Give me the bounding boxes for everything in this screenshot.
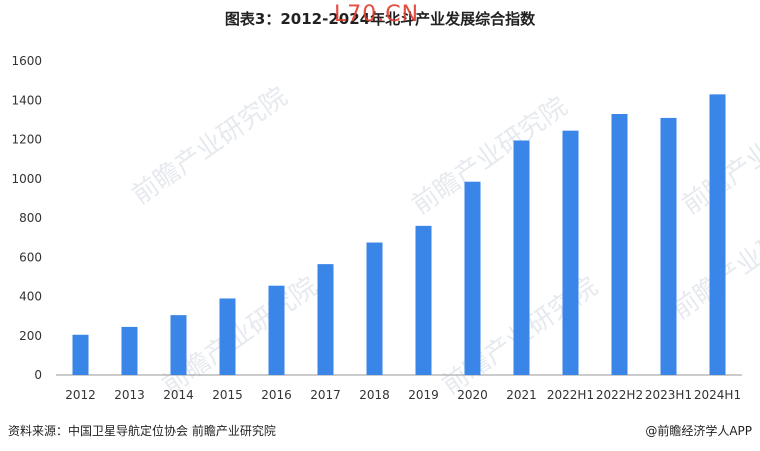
y-tick-label: 600 (19, 250, 42, 264)
y-axis: 0 200 400 600 800 1000 1200 1400 1600 (11, 54, 42, 382)
x-tick-label: 2013 (114, 388, 145, 402)
y-tick-label: 200 (19, 329, 42, 343)
bar-2017 (317, 264, 334, 375)
y-tick-label: 400 (19, 290, 42, 304)
x-tick-label: 2012 (65, 388, 96, 402)
bar-2018 (366, 242, 383, 375)
watermark-text: 前瞻产业研究院 (407, 92, 573, 221)
credit-note: @前瞻经济学人APP (645, 424, 752, 438)
bar-2015 (219, 298, 236, 375)
bar-2022H2 (611, 113, 628, 376)
watermark-stamp: L70.CN (334, 2, 420, 27)
x-tick-label: 2022H2 (596, 388, 643, 402)
bar-2021 (513, 140, 530, 375)
x-tick-label: 2018 (359, 388, 390, 402)
bar-2012 (72, 334, 89, 375)
x-tick-label: 2020 (457, 388, 488, 402)
x-tick-label: 2022H1 (547, 388, 594, 402)
x-tick-label: 2015 (212, 388, 243, 402)
bar-2019 (415, 225, 432, 375)
bar-2024H1 (709, 94, 726, 376)
y-tick-label: 1000 (11, 172, 42, 186)
y-tick-label: 1600 (11, 54, 42, 68)
chart-title: 图表3：2012-2024年北斗产业发展综合指数 (224, 10, 536, 28)
source-note: 资料来源：中国卫星导航定位协会 前瞻产业研究院 (8, 424, 276, 438)
x-tick-label: 2024H1 (694, 388, 741, 402)
x-tick-label: 2016 (261, 388, 292, 402)
watermark-text: 前瞻产业研究院 (127, 82, 293, 211)
y-tick-label: 1400 (11, 93, 42, 107)
x-tick-label: 2023H1 (645, 388, 692, 402)
x-tick-label: 2021 (506, 388, 537, 402)
bars-group (72, 94, 726, 376)
bar-2023H1 (660, 117, 677, 375)
x-tick-label: 2014 (163, 388, 194, 402)
y-tick-label: 800 (19, 211, 42, 225)
bar-2020 (464, 181, 481, 375)
x-tick-label: 2019 (408, 388, 439, 402)
bar-2016 (268, 285, 285, 375)
x-tick-label: 2017 (310, 388, 341, 402)
y-tick-label: 1200 (11, 133, 42, 147)
bar-2014 (170, 315, 187, 375)
bar-2022H1 (562, 130, 579, 375)
y-tick-label: 0 (34, 368, 42, 382)
bar-2013 (121, 326, 138, 375)
x-axis: 2012 2013 2014 2015 2016 2017 2018 2019 2020 2021… (65, 388, 741, 402)
